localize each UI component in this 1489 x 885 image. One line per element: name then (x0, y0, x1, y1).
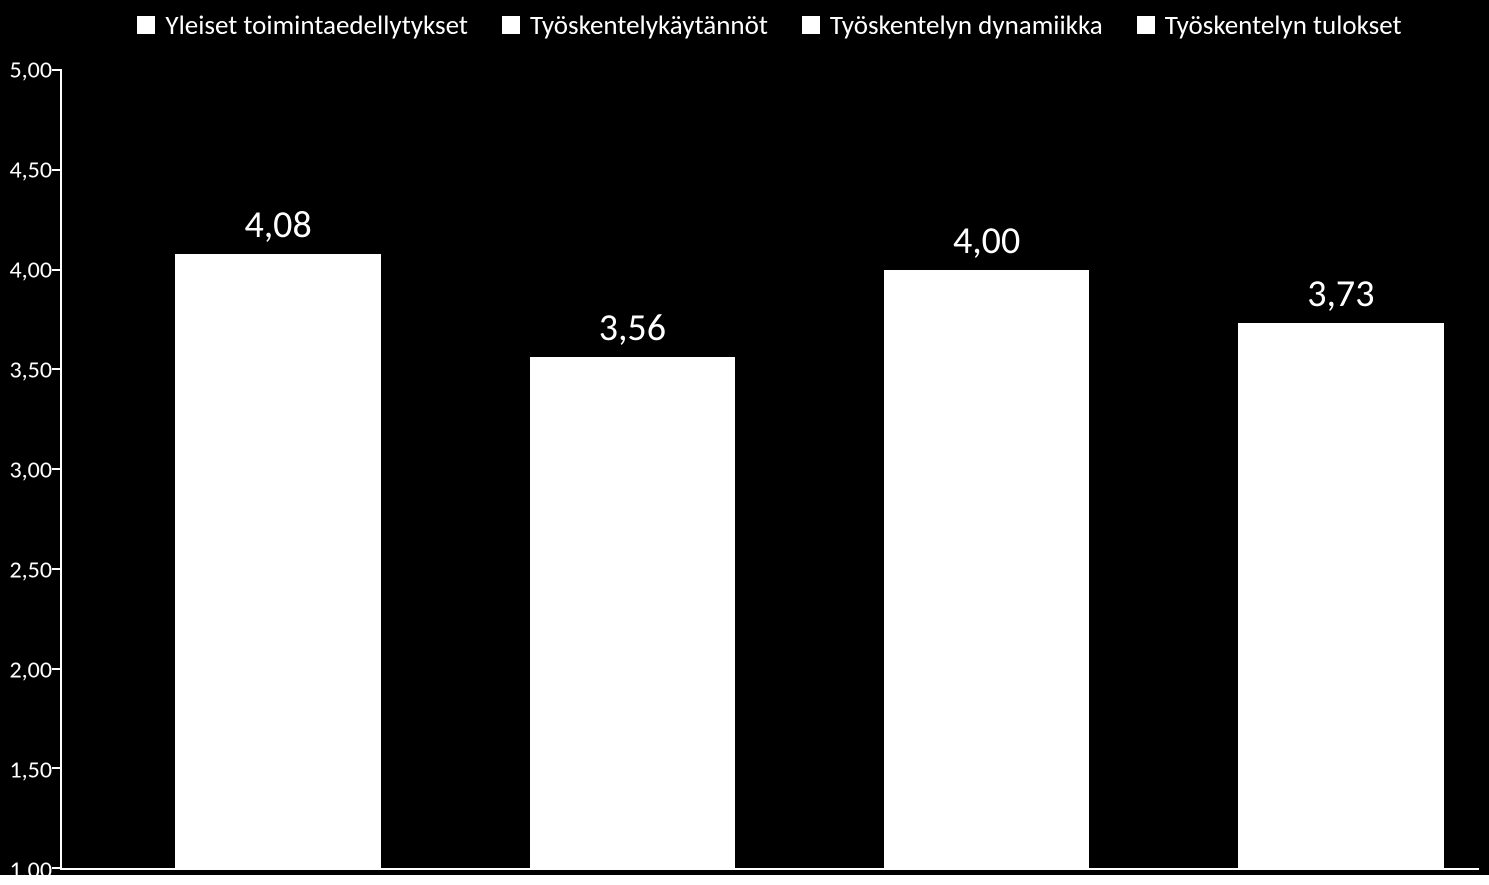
legend-item: Työskentelyn tulokset (1137, 9, 1402, 42)
legend-label: Työskentelyn dynamiikka (830, 9, 1103, 42)
bar-slot: 3,73 (1125, 70, 1479, 868)
bar-chart: Yleiset toimintaedellytykset Työskentely… (0, 0, 1489, 875)
y-tick-mark (52, 169, 62, 171)
y-tick-mark (52, 468, 62, 470)
bar-value-label: 4,08 (244, 202, 311, 248)
y-tick-mark (52, 767, 62, 769)
y-tick-label: 2,00 (10, 656, 52, 685)
y-tick-label: 3,00 (10, 456, 52, 485)
bar: 3,73 (1238, 323, 1443, 868)
legend-swatch-icon (1137, 16, 1155, 34)
bars-container: 4,08 3,56 4,00 3,73 (62, 70, 1479, 868)
bar-slot: 4,00 (771, 70, 1125, 868)
y-tick-mark (52, 69, 62, 71)
legend-label: Työskentelyn tulokset (1165, 9, 1402, 42)
y-tick-label: 4,50 (10, 156, 52, 185)
y-tick-label: 1,50 (10, 756, 52, 785)
y-tick-mark (52, 568, 62, 570)
plot-wrap: 5,004,504,003,503,002,502,001,501,00 4,0… (0, 50, 1489, 875)
y-tick-label: 3,50 (10, 356, 52, 385)
y-tick-label: 2,50 (10, 556, 52, 585)
y-tick-mark (52, 368, 62, 370)
bar: 3,56 (530, 357, 735, 868)
legend-item: Yleiset toimintaedellytykset (137, 9, 468, 42)
bar-value-label: 3,73 (1307, 271, 1374, 317)
bar-value-label: 3,56 (599, 305, 666, 351)
legend-label: Työskentelykäytännöt (530, 9, 768, 42)
bar: 4,00 (884, 270, 1089, 869)
y-tick-label: 4,00 (10, 256, 52, 285)
plot-area: 4,08 3,56 4,00 3,73 (60, 70, 1479, 870)
legend-item: Työskentelyn dynamiikka (802, 9, 1103, 42)
y-tick-mark (52, 269, 62, 271)
y-tick-label: 5,00 (10, 56, 52, 85)
legend-label: Yleiset toimintaedellytykset (165, 9, 468, 42)
y-tick-mark (52, 668, 62, 670)
legend-swatch-icon (137, 16, 155, 34)
y-axis: 5,004,504,003,503,002,502,001,501,00 (0, 50, 60, 875)
y-tick-mark (52, 867, 62, 869)
bar: 4,08 (175, 254, 380, 868)
legend-swatch-icon (802, 16, 820, 34)
bar-slot: 3,56 (416, 70, 770, 868)
bar-value-label: 4,00 (953, 218, 1020, 264)
legend-item: Työskentelykäytännöt (502, 9, 768, 42)
legend-swatch-icon (502, 16, 520, 34)
bar-slot: 4,08 (62, 70, 416, 868)
chart-legend: Yleiset toimintaedellytykset Työskentely… (60, 0, 1479, 50)
y-tick-label: 1,00 (10, 856, 52, 885)
